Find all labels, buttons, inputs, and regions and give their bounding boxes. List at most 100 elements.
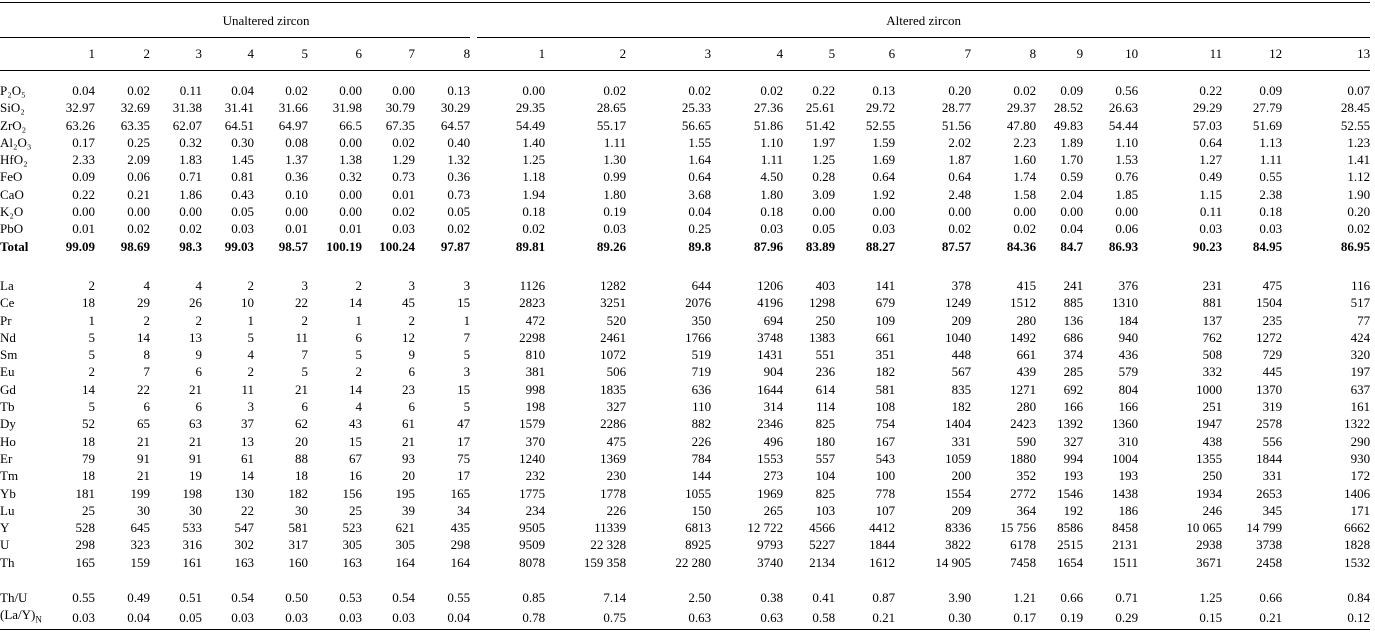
cell: 0.30 [895,606,972,631]
cell: 2458 [1256,554,1283,570]
cell: 28.52 [1053,100,1084,116]
cell: 778 [875,485,896,501]
cell: 0.38 [760,590,784,606]
cell: 25 [349,502,362,518]
cell: 8458 [1112,520,1139,536]
cell: 3 [408,277,416,293]
cell: 235 [1262,312,1283,328]
cell: 166 [1118,399,1139,415]
cell: 0.00 [522,83,546,98]
cell: 310 [1118,433,1139,449]
row-label: Er [0,450,62,467]
cell: 2286 [600,416,627,432]
cell: 0.00 [1060,204,1084,220]
cell: 0.02 [1013,221,1037,237]
cell: 579 [1118,364,1139,380]
table-row: Yb 181 199 198 130 182 156 195 165 1775 1778 1055 19… [0,485,1370,502]
cell: 520 [606,312,627,328]
cell: 1.80 [760,186,784,202]
table-row: Al₂O₃ 0.17 0.25 0.32 0.30 0.08 0.00 0.02 0.40 1.4… [0,134,1370,151]
cell: 2653 [1256,485,1283,501]
cell: 0.55 [72,590,95,606]
cell: 2.33 [72,152,95,168]
cell: 12 722 [747,520,784,536]
cell: 2578 [1256,416,1283,432]
cell: 4.50 [760,169,784,185]
cell: 2461 [600,329,627,345]
cell: 0.25 [688,221,712,237]
cell: 47 [457,416,471,432]
row-label-text: Th [0,554,15,570]
cell: 84.36 [1006,238,1037,254]
cell: 164 [450,554,471,570]
cell: 1298 [809,295,836,311]
cell: 230 [606,468,627,484]
row-label-text: Yb [0,485,16,501]
cell: 28.77 [941,100,972,116]
cell: 97.87 [440,238,471,254]
cell: 84.95 [1252,238,1283,254]
cell: 23 [402,381,415,397]
row-label: Tb [0,398,62,415]
cell: 22 [241,502,254,518]
cell: 317 [288,537,309,553]
cell: 327 [1063,433,1084,449]
cell: 86.95 [1340,238,1371,254]
cell: 100.24 [379,238,415,254]
cell: 18 [82,468,95,484]
row-label-text: Y [0,520,10,536]
cell: 209 [951,312,972,328]
cell: 83.89 [805,238,836,254]
cell: 100.19 [326,238,362,254]
cell: 323 [130,537,151,553]
table-row: U 298 323 316 302 317 305 305 298 9509 22 328 8925 9… [0,536,1370,553]
row-label: FeO [0,168,62,185]
cell: 8078 [519,554,546,570]
row-label-text: La [0,277,14,293]
cell: 280 [1016,399,1037,415]
cell: 3671 [1196,554,1223,570]
row-label-text: (La/Y) [0,607,36,623]
column-number: 12 [1222,38,1283,71]
cell: 0.87 [872,590,896,606]
row-label-text: Tm [0,468,19,484]
row-label: Ce [0,294,62,311]
cell: 0.36 [285,169,308,185]
cell: 64.97 [278,117,308,133]
cell: 280 [1016,312,1037,328]
cell: 0.22 [1199,83,1223,98]
cell: 0.03 [62,606,95,631]
cell: 1.27 [1199,152,1223,168]
cell: 0.03 [392,221,415,237]
cell: 49.83 [1053,117,1084,133]
cell: 0.03 [254,606,308,631]
table-row: Sm 5 8 9 4 7 5 9 5 810 1072 519 1431 551 351 448 661 374 4… [0,346,1370,363]
cell: 0.51 [179,590,202,606]
cell: 1072 [600,347,627,363]
cell: 14 [241,468,254,484]
cell: 305 [395,537,416,553]
column-number: 4 [202,38,254,71]
cell: 186 [1118,502,1139,518]
table-row: Tb 5 6 6 3 6 4 6 5 198 327 110 314 114 108 182 280 166 166… [0,398,1370,415]
cell: 164 [395,554,416,570]
cell: 1271 [1010,381,1037,397]
cell: 273 [763,468,784,484]
cell: 0.10 [285,186,308,202]
cell: 193 [1063,468,1084,484]
cell: 2423 [1010,416,1037,432]
cell: 1.89 [1060,134,1084,150]
cell: 0.43 [231,186,254,202]
cell: 0.03 [603,221,627,237]
row-label-text: Tb [0,399,15,415]
cell: 1310 [1112,295,1139,311]
cell: 2 [88,364,96,380]
cell: 0.29 [1083,606,1139,631]
cell: 93 [402,450,415,466]
column-number: 6 [308,38,362,71]
cell: 1.13 [1259,134,1283,150]
cell: 21 [295,381,308,397]
row-label-text: Eu [0,364,15,380]
cell: 0.03 [1259,221,1283,237]
cell: 1778 [600,485,627,501]
